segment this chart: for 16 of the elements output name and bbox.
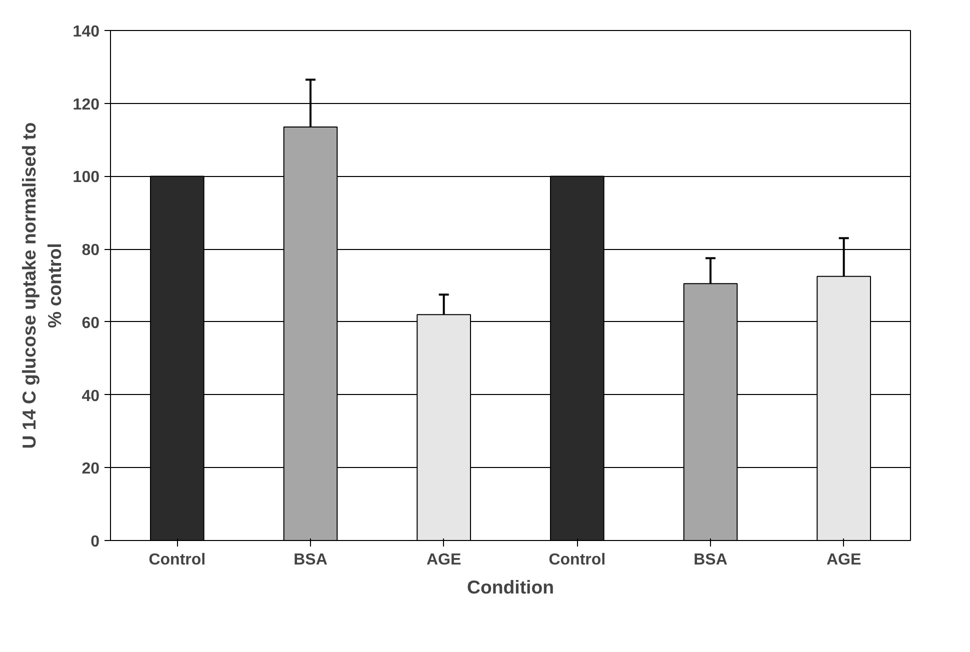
y-tick-label: 100 bbox=[72, 169, 100, 186]
x-tick-label: BSA bbox=[294, 552, 328, 568]
x-tick-label: AGE bbox=[826, 552, 862, 568]
y-tick-label: 40 bbox=[82, 388, 100, 405]
y-tick-label: 140 bbox=[72, 24, 100, 40]
x-tick-label: Control bbox=[548, 552, 606, 568]
x-tick-label: AGE bbox=[426, 552, 462, 568]
y-axis-title: U 14 C glucose uptake normalised to % control bbox=[18, 122, 65, 449]
y-tick-label: 20 bbox=[82, 460, 100, 478]
x-tick-label: Control bbox=[148, 552, 206, 568]
y-tick-label: 120 bbox=[72, 96, 100, 114]
x-axis-title: Condition bbox=[466, 576, 554, 598]
y-tick-label: 0 bbox=[90, 534, 100, 550]
y-tick-label: 80 bbox=[82, 242, 100, 260]
y-tick-label: 60 bbox=[82, 314, 100, 332]
x-tick-label: BSA bbox=[694, 552, 728, 568]
